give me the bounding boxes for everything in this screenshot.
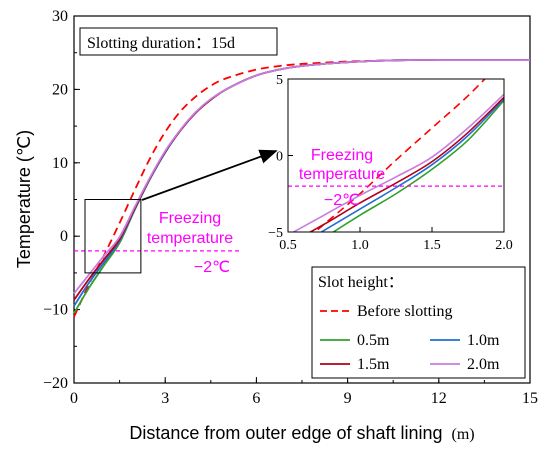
- duration-box: [79, 27, 278, 56]
- y-tick-label: 0: [60, 228, 68, 245]
- y-axis-title: Temperature (℃): [14, 130, 34, 268]
- inset-series-line-0-5m: [331, 99, 504, 232]
- inset-series-line-1-5m: [308, 96, 504, 232]
- inset-x-tick-label: 2.0: [495, 238, 513, 253]
- freezing-label-line2: temperature: [147, 230, 233, 247]
- inset-series-line-2-0m: [291, 93, 504, 232]
- main-axis-ticks: 0 3 6 9 12 15 −20 −10 0 10 20 30: [43, 8, 538, 407]
- inset-series-line-before-slotting: [313, 79, 486, 232]
- x-tick-label: 6: [252, 390, 260, 407]
- main-series-group: [73, 59, 530, 318]
- inset-background: [288, 79, 504, 232]
- x-tick-label: 0: [70, 390, 78, 407]
- y-tick-label: 30: [52, 8, 68, 25]
- y-tick-label: 20: [52, 81, 68, 98]
- legend: Slot height： Before slotting 0.5m 1.0m 1.5m…: [311, 266, 526, 379]
- inset-y-tick-label: 0: [276, 150, 283, 165]
- legend-entry-label: Before slotting: [357, 303, 453, 320]
- x-tick-label: 9: [344, 390, 352, 407]
- inset-freezing-value-label: −2℃: [324, 192, 360, 209]
- inset-series-line-1-0m: [319, 98, 504, 232]
- y-tick-label: 10: [52, 155, 68, 172]
- inset-freezing-label-line2: temperature: [299, 166, 385, 183]
- legend-title: Slot height：: [318, 274, 404, 291]
- zoom-box: [84, 199, 142, 274]
- legend-box: [311, 266, 526, 379]
- x-axis-unit: (m): [452, 426, 475, 443]
- x-axis-title: Distance from outer edge of shaft lining: [129, 423, 442, 443]
- x-tick-label: 12: [431, 390, 447, 407]
- inset-series-group: [291, 79, 504, 232]
- freezing-label-line1: Freezing: [159, 210, 221, 227]
- zoom-box-group: [84, 199, 142, 274]
- inset-series-clipped: [291, 79, 504, 232]
- y-tick-label: −10: [43, 302, 68, 319]
- legend-entry-label: 1.0m: [467, 332, 500, 349]
- x-tick-label: 15: [522, 390, 538, 407]
- inset-y-tick-label: 5: [276, 73, 283, 88]
- duration-label: Slotting duration：15d: [87, 35, 235, 52]
- x-tick-label: 3: [161, 390, 169, 407]
- freezing-value-label: −2℃: [194, 259, 230, 276]
- inset-freezing-label-line1: Freezing: [311, 147, 373, 164]
- inset-x-tick-label: 1.5: [423, 238, 441, 253]
- inset-x-tick-label: 0.5: [279, 238, 297, 253]
- zoom-arrow: [141, 149, 278, 201]
- y-tick-label: −20: [43, 375, 68, 392]
- legend-entry-label: 0.5m: [357, 332, 390, 349]
- x-axis-title-group: Distance from outer edge of shaft lining…: [129, 423, 474, 443]
- inset-y-tick-label: −5: [268, 226, 283, 241]
- legend-items: Before slotting 0.5m 1.0m 1.5m 2.0m: [320, 303, 500, 373]
- inset-x-tick-label: 1.0: [351, 238, 369, 253]
- legend-entry-label: 2.0m: [467, 356, 500, 373]
- inset-axis-ticks: 0.5 1.0 1.5 2.0 −5 0 5: [268, 73, 513, 253]
- series-line-2-0m: [73, 59, 530, 295]
- legend-entry-label: 1.5m: [357, 356, 390, 373]
